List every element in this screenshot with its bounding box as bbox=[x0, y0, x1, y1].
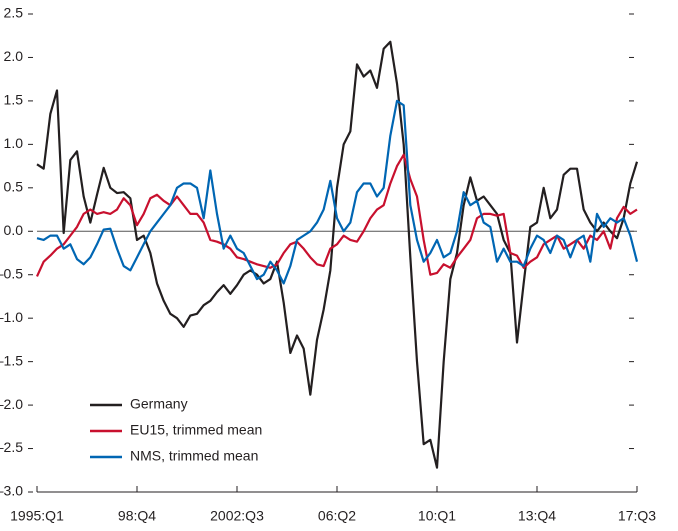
x-tick-label: 10:Q1 bbox=[418, 508, 456, 524]
x-tick-label: 2002:Q3 bbox=[210, 508, 264, 524]
series-line bbox=[35, 153, 638, 277]
y-tick-label: –2.5 bbox=[0, 439, 23, 455]
series-line bbox=[36, 40, 639, 469]
y-tick-label: 1.5 bbox=[4, 92, 24, 108]
x-tick-label: 1995:Q1 bbox=[10, 508, 64, 524]
legend-label: EU15, trimmed mean bbox=[130, 422, 262, 438]
legend-label: NMS, trimmed mean bbox=[130, 448, 258, 464]
y-tick-label: 2.5 bbox=[4, 5, 24, 21]
y-tick-label: –1.0 bbox=[0, 309, 23, 325]
legend-label: Germany bbox=[130, 396, 188, 412]
x-tick-label: 98:Q4 bbox=[118, 508, 156, 524]
x-tick-label: 06:Q2 bbox=[318, 508, 356, 524]
y-tick-label: 1.0 bbox=[4, 135, 24, 151]
y-tick-label: 0.0 bbox=[4, 222, 24, 238]
y-tick-label: –2.0 bbox=[0, 396, 23, 412]
y-tick-label: –3.0 bbox=[0, 483, 23, 499]
series-line bbox=[36, 99, 639, 285]
y-tick-label: –0.5 bbox=[0, 265, 23, 281]
y-tick-label: –1.5 bbox=[0, 352, 23, 368]
x-tick-label: 17:Q3 bbox=[618, 508, 656, 524]
y-tick-label: 0.5 bbox=[4, 179, 24, 195]
x-tick-label: 13:Q4 bbox=[518, 508, 556, 524]
y-tick-label: 2.0 bbox=[4, 48, 24, 64]
